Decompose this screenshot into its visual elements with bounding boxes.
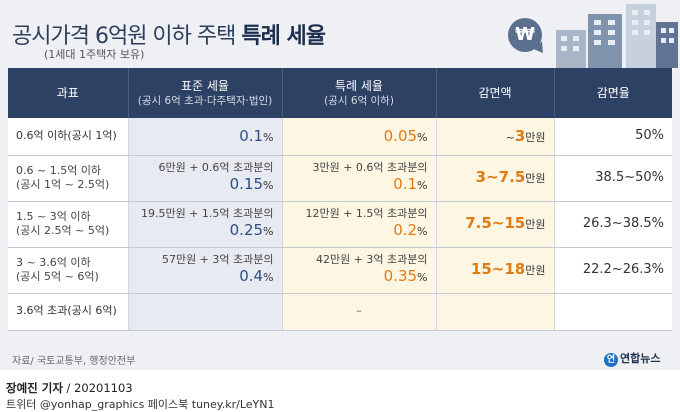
cell-reduction-amount: ~3만원 <box>436 118 555 156</box>
table-row: 0.6억 이하(공시 1억) 0.1% 0.05% ~3만원 50% <box>8 118 672 156</box>
cell-reduction-rate: 26.3~38.5% <box>554 201 672 248</box>
yonhap-logo-icon: 연 <box>604 353 618 367</box>
title-bold: 특례 세율 <box>241 24 326 49</box>
column-header-reduction-amount: 감면액 <box>436 68 555 118</box>
cell-reduction-rate: 50% <box>554 118 672 156</box>
cell-special-rate: – <box>282 293 437 331</box>
column-header-base: 과표 <box>8 68 129 118</box>
cell-reduction-rate: 38.5~50% <box>554 155 672 202</box>
logo-text: 연합뉴스 <box>620 352 661 365</box>
column-header-reduction-rate: 감면율 <box>554 68 672 118</box>
cell-special-rate: 0.05% <box>282 118 437 156</box>
cell-standard-rate: 57만원 + 3억 초과분의 0.4% <box>128 247 283 294</box>
social-links: 트위터 @yonhap_graphics 페이스북 tuney.kr/LeYN1 <box>6 398 275 411</box>
cell-standard-rate: 19.5만원 + 1.5억 초과분의 0.25% <box>128 201 283 248</box>
cell-standard-rate <box>128 293 283 331</box>
cell-reduction-amount: 7.5~15만원 <box>436 201 555 248</box>
yonhap-logo: 연 연합뉴스 <box>604 350 660 367</box>
page-subtitle: (1세대 1주택자 보유) <box>44 48 145 61</box>
tax-rate-table: 과표 표준 세율 (공시 6억 초과·다주택자·법인) 특례 세율 (공시 6억 이… <box>8 68 672 331</box>
cell-reduction-amount: 15~18만원 <box>436 247 555 294</box>
credit-date: / 20201103 <box>62 381 133 395</box>
cell-reduction-rate: 22.2~26.3% <box>554 247 672 294</box>
column-header-special-rate: 특례 세율 (공시 6억 이하) <box>282 68 437 118</box>
reporter-name: 장예진 기자 <box>6 381 63 395</box>
table-row: 3 ~ 3.6억 이하 (공시 5억 ~ 6억) 57만원 + 3억 초과분의 0.… <box>8 247 672 294</box>
cell-base: 3 ~ 3.6억 이하 (공시 5억 ~ 6억) <box>8 247 129 294</box>
cell-special-rate: 12만원 + 1.5억 초과분의 0.2% <box>282 201 437 248</box>
cell-reduction-amount: 3~7.5만원 <box>436 155 555 202</box>
table-row: 0.6 ~ 1.5억 이하 (공시 1억 ~ 2.5억) 6만원 + 0.6억 초… <box>8 155 672 202</box>
table-row: 1.5 ~ 3억 이하 (공시 2.5억 ~ 5억) 19.5만원 + 1.5억 … <box>8 201 672 248</box>
cell-base: 0.6 ~ 1.5억 이하 (공시 1억 ~ 2.5억) <box>8 155 129 202</box>
cell-base: 1.5 ~ 3억 이하 (공시 2.5억 ~ 5억) <box>8 201 129 248</box>
cell-reduction-rate <box>554 293 672 331</box>
page-title: 공시가격 6억원 이하 주택 특례 세율 <box>12 18 326 50</box>
title-main: 공시가격 6억원 이하 주택 <box>12 24 242 49</box>
cell-standard-rate: 6만원 + 0.6억 초과분의 0.15% <box>128 155 283 202</box>
source-note: 자료/ 국토교통부, 행정안전부 <box>12 356 136 367</box>
cell-special-rate: 42만원 + 3억 초과분의 0.35% <box>282 247 437 294</box>
column-header-standard-rate: 표준 세율 (공시 6억 초과·다주택자·법인) <box>128 68 283 118</box>
table-header-row: 과표 표준 세율 (공시 6억 초과·다주택자·법인) 특례 세율 (공시 6억 이… <box>8 68 672 118</box>
won-bubble-icon: ₩ <box>508 18 542 52</box>
cell-reduction-amount <box>436 293 555 331</box>
cell-special-rate: 3만원 + 0.6억 초과분의 0.1% <box>282 155 437 202</box>
cell-standard-rate: 0.1% <box>128 118 283 156</box>
cell-base: 3.6억 초과(공시 6억) <box>8 293 129 331</box>
apartment-buildings-icon <box>556 4 678 68</box>
reporter-credit: 장예진 기자 / 20201103 <box>6 380 133 396</box>
cell-base: 0.6억 이하(공시 1억) <box>8 118 129 156</box>
table-row: 3.6억 초과(공시 6억) – <box>8 293 672 331</box>
